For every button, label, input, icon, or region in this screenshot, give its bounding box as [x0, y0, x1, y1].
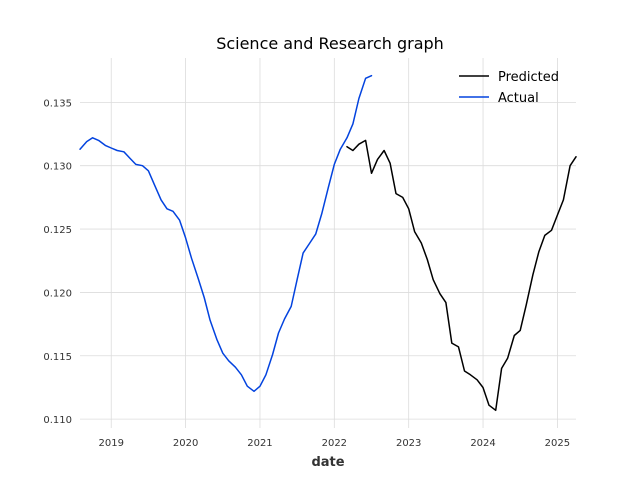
chart-title: Science and Research graph — [216, 34, 444, 53]
x-tick-label: 2022 — [322, 438, 347, 449]
gridlines — [80, 58, 576, 428]
x-tick-label: 2020 — [173, 438, 198, 449]
x-tick-label: 2025 — [545, 438, 570, 449]
legend: Predicted Actual — [459, 70, 559, 106]
y-tick-label: 0.125 — [43, 225, 72, 236]
legend-label-actual: Actual — [498, 91, 539, 106]
y-tick-label: 0.115 — [43, 352, 72, 363]
legend-label-predicted: Predicted — [498, 70, 559, 85]
y-tick-labels: 0.110 0.115 0.120 0.125 0.130 0.135 — [43, 98, 72, 426]
y-tick-label: 0.130 — [43, 162, 72, 173]
y-tick-label: 0.120 — [43, 288, 72, 299]
x-axis-label: date — [311, 455, 344, 470]
x-tick-label: 2024 — [470, 438, 495, 449]
y-tick-label: 0.110 — [43, 415, 72, 426]
x-tick-label: 2019 — [99, 438, 124, 449]
series-line-predicted — [346, 139, 577, 412]
x-tick-label: 2021 — [247, 438, 272, 449]
series-lines — [79, 74, 577, 412]
x-tick-label: 2023 — [396, 438, 421, 449]
x-tick-labels: 2019 2020 2021 2022 2023 2024 2025 — [99, 438, 571, 449]
series-line-actual — [79, 74, 373, 393]
y-tick-label: 0.135 — [43, 98, 72, 109]
